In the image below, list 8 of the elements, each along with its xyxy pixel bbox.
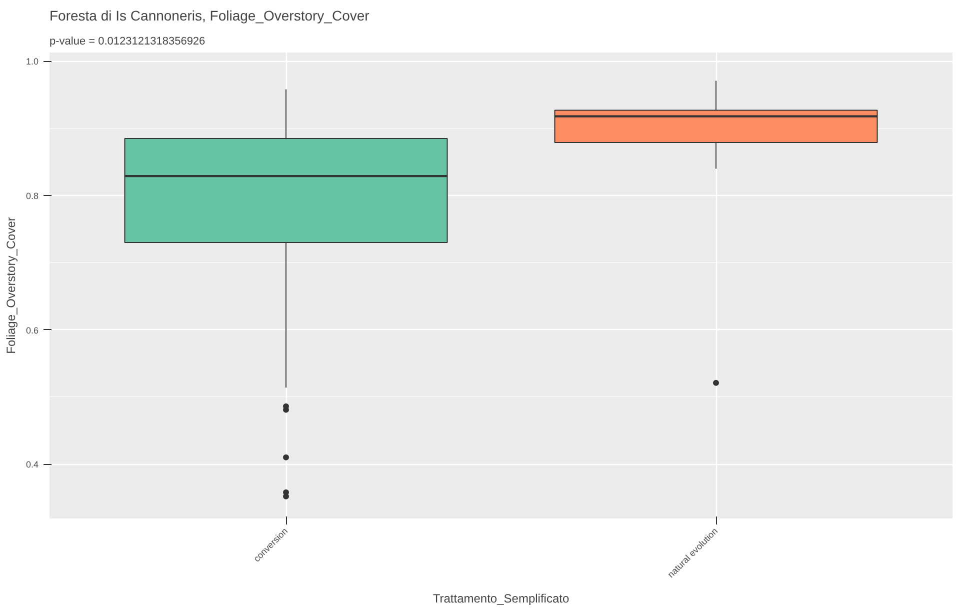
chart-title: Foresta di Is Cannoneris, Foliage_Overstory_Cover (50, 8, 370, 24)
y-tick-label: 0.4 (26, 460, 39, 470)
x-axis-title: Trattamento_Semplificato (432, 591, 570, 606)
y-tick-label: 0.6 (26, 325, 39, 336)
y-tick-label: 1.0 (26, 56, 39, 67)
y-axis-title: Foliage_Overstory_Cover (4, 217, 18, 354)
chart-subtitle: p-value = 0.0123121318356926 (50, 36, 206, 48)
y-tick-label: 0.8 (26, 191, 39, 202)
